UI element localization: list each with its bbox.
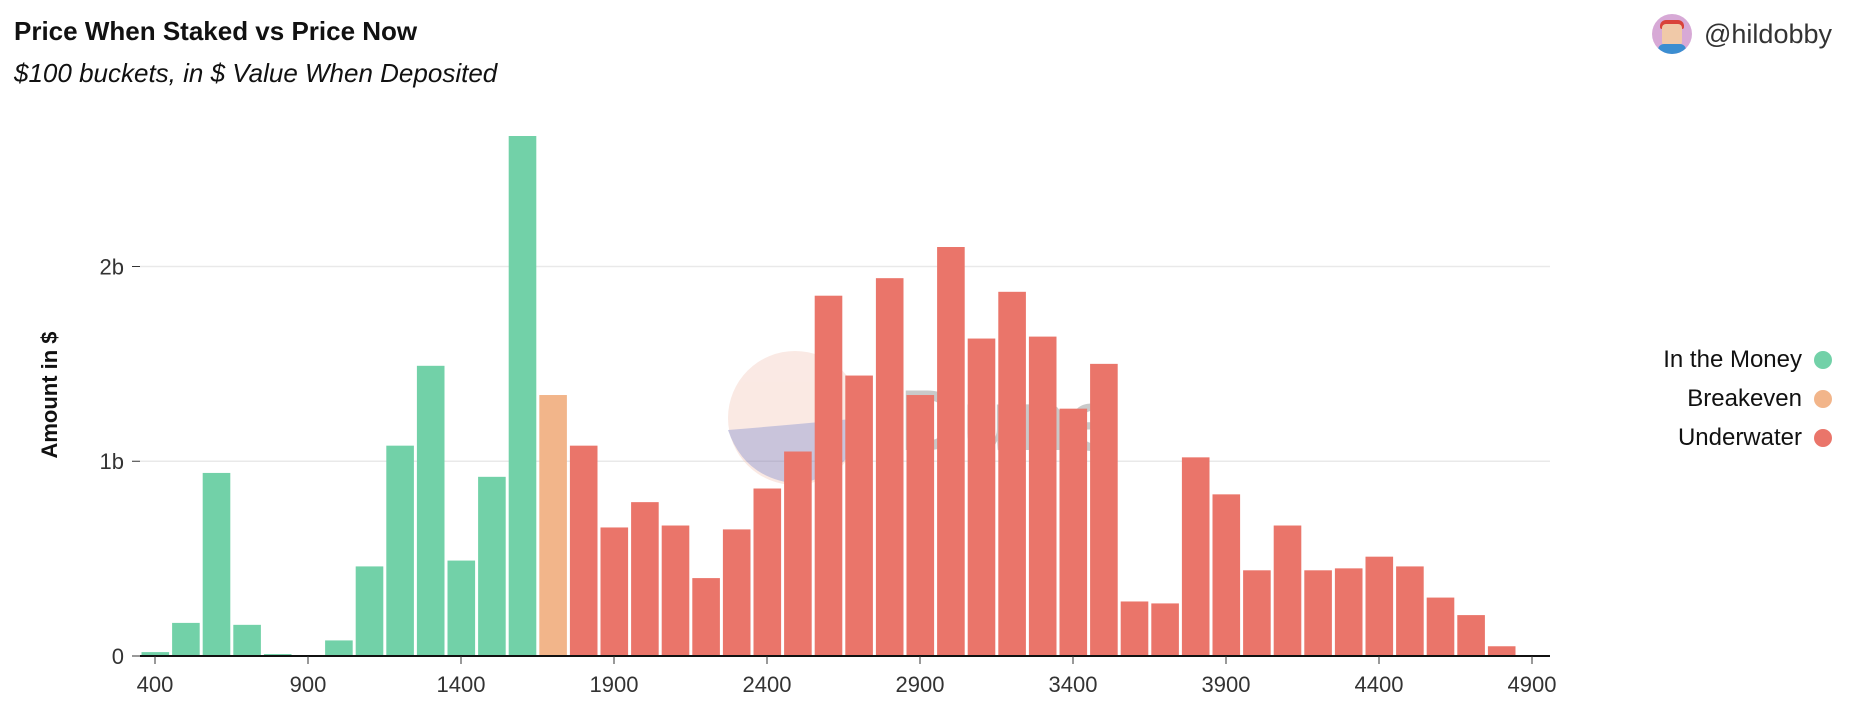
bar bbox=[478, 476, 506, 656]
x-tick-label: 1900 bbox=[590, 672, 639, 697]
x-tick-label: 2400 bbox=[743, 672, 792, 697]
bar bbox=[937, 247, 965, 656]
bar bbox=[906, 395, 935, 656]
x-tick-label: 4900 bbox=[1508, 672, 1557, 697]
bar bbox=[416, 365, 445, 656]
bar bbox=[233, 624, 261, 656]
x-tick-label: 900 bbox=[290, 672, 327, 697]
bar bbox=[447, 560, 476, 656]
legend-label: In the Money bbox=[1663, 345, 1802, 373]
bar bbox=[967, 338, 996, 656]
bar bbox=[1334, 568, 1363, 656]
bar bbox=[845, 375, 873, 656]
bar bbox=[1365, 556, 1394, 656]
bar bbox=[998, 291, 1026, 656]
legend-label: Underwater bbox=[1677, 423, 1802, 451]
bar bbox=[1120, 601, 1149, 656]
x-tick-label: 1400 bbox=[437, 672, 486, 697]
chart-subtitle: $100 buckets, in $ Value When Deposited bbox=[14, 58, 498, 88]
avatar[interactable] bbox=[1652, 14, 1692, 54]
axes: 0 1b 2b 400 900 1400 1900 2400 2900 3400 3900 4400 4… bbox=[100, 254, 1557, 697]
legend: In the Money Breakeven Underwater bbox=[1663, 340, 1832, 457]
bar bbox=[1212, 494, 1241, 656]
bar bbox=[631, 502, 659, 656]
bar bbox=[539, 395, 567, 656]
y-tick-label: 2b bbox=[100, 254, 124, 279]
x-tick-label: 4400 bbox=[1355, 672, 1404, 697]
bar bbox=[386, 445, 414, 656]
bar bbox=[753, 488, 782, 656]
bar bbox=[569, 445, 598, 656]
bar bbox=[1059, 408, 1088, 656]
legend-dot-icon bbox=[1814, 350, 1832, 369]
y-tick-label: 1b bbox=[100, 449, 124, 474]
bar bbox=[814, 295, 843, 656]
x-tick-label: 3400 bbox=[1049, 672, 1098, 697]
bar bbox=[1090, 363, 1118, 656]
bar bbox=[355, 566, 384, 656]
legend-dot-icon bbox=[1814, 389, 1832, 408]
bar bbox=[1151, 603, 1179, 656]
bar bbox=[508, 136, 537, 656]
grid-lines bbox=[140, 265, 1550, 462]
bar bbox=[1181, 457, 1210, 656]
bar bbox=[1028, 336, 1057, 656]
bar bbox=[1273, 525, 1302, 656]
y-tick-label: 0 bbox=[112, 644, 124, 669]
bar bbox=[1304, 570, 1332, 656]
author-badge[interactable]: @hildobby bbox=[1652, 14, 1832, 54]
bar bbox=[202, 472, 231, 656]
legend-item-in-the-money[interactable]: In the Money bbox=[1663, 340, 1832, 379]
bar bbox=[784, 451, 812, 656]
bar bbox=[692, 578, 720, 656]
bar bbox=[1487, 646, 1516, 656]
chart-title: Price When Staked vs Price Now bbox=[14, 16, 418, 46]
author-name[interactable]: @hildobby bbox=[1704, 18, 1832, 49]
legend-item-breakeven[interactable]: Breakeven bbox=[1663, 379, 1832, 418]
bar bbox=[1396, 566, 1424, 656]
legend-item-underwater[interactable]: Underwater bbox=[1663, 418, 1832, 457]
x-tick-label: 2900 bbox=[896, 672, 945, 697]
bar bbox=[325, 640, 353, 656]
bar bbox=[141, 652, 170, 656]
bar bbox=[722, 529, 751, 656]
bar bbox=[661, 525, 690, 656]
bar bbox=[875, 278, 904, 656]
bar bbox=[1243, 570, 1271, 656]
bar bbox=[172, 622, 200, 656]
legend-dot-icon bbox=[1814, 428, 1832, 447]
bars bbox=[141, 136, 1516, 656]
bar bbox=[1457, 615, 1485, 656]
bar bbox=[600, 527, 629, 656]
x-tick-label: 3900 bbox=[1202, 672, 1251, 697]
bar bbox=[1426, 597, 1455, 656]
x-tick-label: 400 bbox=[137, 672, 174, 697]
legend-label: Breakeven bbox=[1687, 384, 1802, 412]
